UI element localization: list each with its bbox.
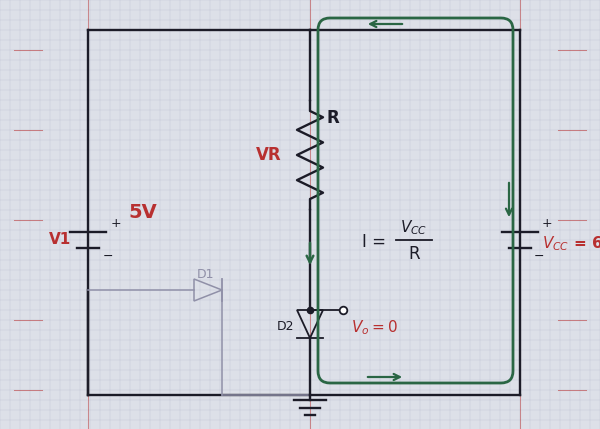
Text: R: R	[326, 109, 339, 127]
Text: $V_{CC}$ = 6V: $V_{CC}$ = 6V	[542, 235, 600, 254]
Text: V1: V1	[49, 233, 71, 248]
Text: $V_o = 0$: $V_o = 0$	[351, 319, 398, 337]
Text: 5V: 5V	[128, 202, 157, 221]
Text: −: −	[534, 250, 545, 263]
Text: D2: D2	[277, 320, 294, 332]
Text: VR: VR	[256, 146, 282, 164]
Text: −: −	[103, 250, 113, 263]
Text: +: +	[111, 217, 122, 230]
Text: $V_{CC}$: $V_{CC}$	[400, 219, 428, 237]
Text: D1: D1	[197, 268, 215, 281]
Text: +: +	[542, 217, 553, 230]
Text: I =: I =	[362, 233, 386, 251]
Text: R: R	[408, 245, 420, 263]
